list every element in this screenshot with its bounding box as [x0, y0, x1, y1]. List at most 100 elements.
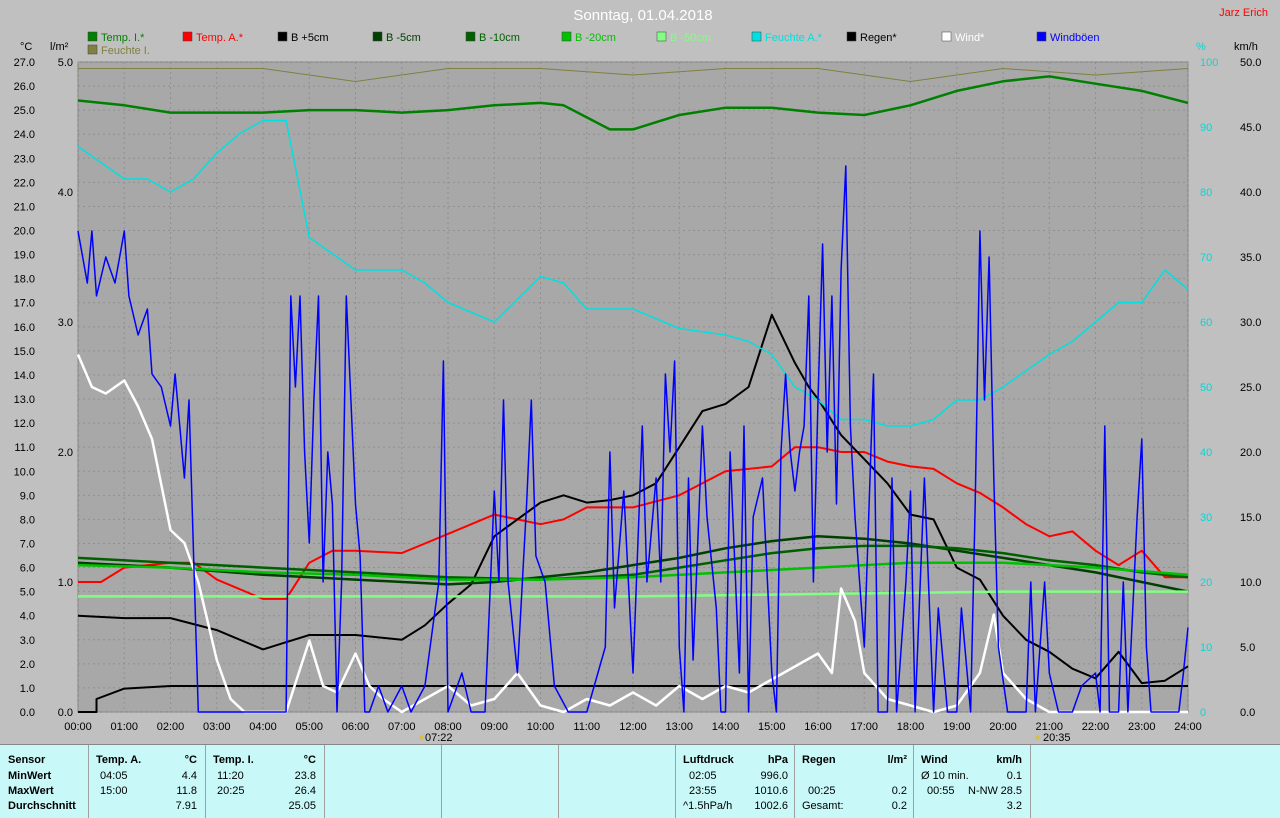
time-tick-label: 10:00	[527, 721, 555, 733]
time-tick-label: 05:00	[295, 721, 323, 733]
sunset-time: 20:35	[1043, 732, 1071, 744]
temp-tick-label: 17.0	[14, 298, 35, 310]
row-label-avg: Durchschnitt	[8, 800, 76, 812]
temp-tick-label: 22.0	[14, 177, 35, 189]
time-tick-label: 03:00	[203, 721, 231, 733]
legend-swatch	[1036, 31, 1047, 42]
temp-tick-label: 13.0	[14, 394, 35, 406]
stats-temp-a-column: Temp. A. °C 04:05 4.4 15:00 11.8 7.91	[88, 745, 206, 818]
temp-tick-label: 8.0	[20, 514, 35, 526]
temp-tick-label: 10.0	[14, 466, 35, 478]
humidity-tick-label: 20	[1200, 577, 1212, 589]
rain-tick-label: 0.0	[58, 707, 73, 719]
time-tick-label: 17:00	[850, 721, 878, 733]
sensor-header: Sensor	[8, 754, 46, 766]
series-layer	[76, 68, 1189, 714]
temp-a-unit: °C	[184, 754, 197, 766]
temp-tick-label: 23.0	[14, 153, 35, 165]
temp-tick-label: 19.0	[14, 250, 35, 262]
humidity-tick-label: 60	[1200, 317, 1212, 329]
legend-label: B -10cm	[479, 32, 520, 44]
series-line-temp-i	[77, 75, 1189, 131]
time-tick-label: 16:00	[804, 721, 832, 733]
temp-tick-label: 15.0	[14, 346, 35, 358]
temp-i-max-time: 20:25	[217, 785, 245, 797]
temp-tick-label: 21.0	[14, 201, 35, 213]
temp-tick-label: 4.0	[20, 611, 35, 623]
wind-tick-label: 20.0	[1240, 447, 1261, 459]
rain-total-value: 0.2	[891, 800, 907, 812]
wind-tick-label: 40.0	[1240, 187, 1261, 199]
temp-i-min-time: 11:20	[217, 770, 244, 782]
wind-average: 3.2	[1006, 800, 1022, 812]
humidity-tick-label: 10	[1200, 642, 1212, 654]
stats-pressure-column: Luftdruck hPa 02:05 996.0 23:55 1010.6 ^1.5…	[675, 745, 795, 818]
humidity-tick-label: 30	[1200, 512, 1212, 524]
rain-header: Regen	[802, 754, 836, 766]
humidity-tick-label: 0	[1200, 707, 1206, 719]
wind-header: Wind	[921, 754, 948, 766]
temp-tick-label: 26.0	[14, 81, 35, 93]
sun-markers: ☀ 07:22 ☀ 20:35	[417, 732, 1071, 744]
temp-i-max-value: 26.4	[294, 785, 316, 797]
wind-avg10-label: Ø 10 min.	[921, 770, 969, 782]
pressure-trend-label: ^1.5hPa/h	[683, 800, 733, 812]
temp-tick-label: 6.0	[20, 563, 35, 575]
wind-tick-label: 50.0	[1240, 57, 1261, 69]
legend-swatch	[87, 31, 98, 42]
humidity-tick-label: 80	[1200, 187, 1212, 199]
time-tick-label: 23:00	[1128, 721, 1156, 733]
legend-swatch	[465, 31, 476, 42]
time-tick-label: 00:00	[64, 721, 92, 733]
legend-label: Temp. I.*	[101, 32, 145, 44]
temp-i-min-value: 23.8	[294, 770, 316, 782]
time-tick-label: 01:00	[110, 721, 138, 733]
chart-title: Sonntag, 01.04.2018	[573, 7, 712, 24]
temp-tick-label: 9.0	[20, 490, 35, 502]
pressure-max-value: 1010.6	[754, 785, 788, 797]
time-tick-label: 08:00	[434, 721, 462, 733]
time-tick-label: 13:00	[665, 721, 693, 733]
series-line-b-50cm	[78, 590, 1188, 598]
stats-wind-column: Wind km/h Ø 10 min. 0.1 00:55 N-NW 28.5 3.2	[913, 745, 1031, 818]
legend: Temp. I.* Temp. A.* B +5cm B -5cm B -10cm B -…	[87, 31, 1100, 57]
wind-max-value: 28.5	[1000, 785, 1022, 797]
temp-tick-label: 24.0	[14, 129, 35, 141]
temp-i-average: 25.05	[288, 800, 316, 812]
wind-tick-label: 25.0	[1240, 382, 1261, 394]
temp-a-max-value: 11.8	[176, 785, 197, 797]
temp-a-max-time: 15:00	[100, 785, 128, 797]
rain-max-time: 00:25	[808, 785, 836, 797]
pressure-min-time: 02:05	[689, 770, 717, 782]
legend-swatch	[372, 31, 383, 42]
stats-empty-column-3	[558, 745, 676, 818]
temp-i-unit: °C	[303, 754, 316, 766]
humidity-tick-label: 40	[1200, 447, 1212, 459]
stats-sensor-column: Sensor MinWert MaxWert Durchschnitt	[0, 745, 89, 818]
temp-i-header: Temp. I.	[213, 754, 254, 766]
rain-tick-label: 2.0	[58, 447, 73, 459]
temp-tick-label: 18.0	[14, 274, 35, 286]
legend-label: B -5cm	[386, 32, 421, 44]
temp-tick-label: 0.0	[20, 707, 35, 719]
legend-swatch	[277, 31, 288, 42]
series-line-b-5cm	[77, 535, 1189, 593]
time-tick-label: 14:00	[712, 721, 740, 733]
stats-temp-i-column: Temp. I. °C 11:20 23.8 20:25 26.4 25.05	[205, 745, 325, 818]
temp-a-min-value: 4.4	[181, 770, 197, 782]
temp-tick-label: 7.0	[20, 538, 35, 550]
author-label: Jarz Erich	[1219, 7, 1268, 19]
wind-tick-label: 10.0	[1240, 577, 1261, 589]
legend-label: Temp. A.*	[196, 32, 244, 44]
time-tick-label: 22:00	[1082, 721, 1110, 733]
legend-label: Feuchte A.*	[765, 32, 823, 44]
temp-tick-label: 3.0	[20, 635, 35, 647]
wind-tick-label: 15.0	[1240, 512, 1261, 524]
temp-tick-label: 16.0	[14, 322, 35, 334]
row-label-min: MinWert	[8, 770, 52, 782]
legend-swatch	[846, 31, 857, 42]
legend-swatch	[182, 31, 193, 42]
wind-unit-label: km/h	[1234, 41, 1258, 53]
pressure-average: 1002.6	[754, 800, 788, 812]
series-line-windb-en	[77, 165, 1189, 713]
